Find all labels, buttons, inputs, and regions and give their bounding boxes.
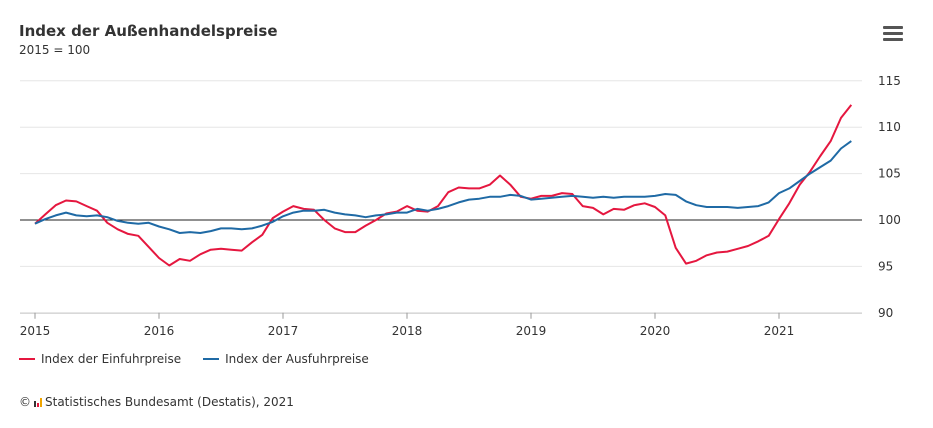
destatis-logo-icon bbox=[34, 397, 42, 407]
legend-label: Index der Einfuhrpreise bbox=[41, 352, 182, 366]
y-tick-label: 95 bbox=[878, 259, 893, 273]
series-line-ausfuhrpreise bbox=[34, 140, 852, 234]
y-tick-label: 110 bbox=[878, 120, 901, 134]
legend-item-ausfuhr[interactable]: Index der Ausfuhrpreise bbox=[203, 352, 369, 366]
y-tick-label: 105 bbox=[878, 167, 901, 181]
legend-swatch bbox=[203, 358, 220, 360]
x-tick-label: 2019 bbox=[516, 324, 547, 338]
credit-text: Statistisches Bundesamt (Destatis), 2021 bbox=[45, 395, 294, 409]
series-line-einfuhrpreise bbox=[34, 104, 853, 267]
y-tick-label: 115 bbox=[878, 74, 901, 88]
x-tick-label: 2015 bbox=[20, 324, 51, 338]
hamburger-menu-icon[interactable] bbox=[883, 26, 903, 42]
copyright-symbol: © bbox=[19, 395, 31, 409]
x-tick-label: 2020 bbox=[640, 324, 671, 338]
legend-label: Index der Ausfuhrpreise bbox=[225, 352, 369, 366]
x-tick-label: 2016 bbox=[144, 324, 175, 338]
chart-subtitle: 2015 = 100 bbox=[19, 43, 91, 57]
x-tick-label: 2021 bbox=[764, 324, 795, 338]
legend: Index der Einfuhrpreise Index der Ausfuh… bbox=[19, 352, 369, 366]
chart-title: Index der Außenhandelspreise bbox=[19, 22, 278, 40]
x-tick-label: 2018 bbox=[392, 324, 423, 338]
y-tick-label: 100 bbox=[878, 213, 901, 227]
y-tick-label: 90 bbox=[878, 306, 893, 320]
legend-swatch bbox=[19, 358, 35, 360]
x-tick-label: 2017 bbox=[268, 324, 299, 338]
credit: © Statistisches Bundesamt (Destatis), 20… bbox=[19, 395, 294, 409]
legend-item-einfuhr[interactable]: Index der Einfuhrpreise bbox=[19, 352, 181, 366]
